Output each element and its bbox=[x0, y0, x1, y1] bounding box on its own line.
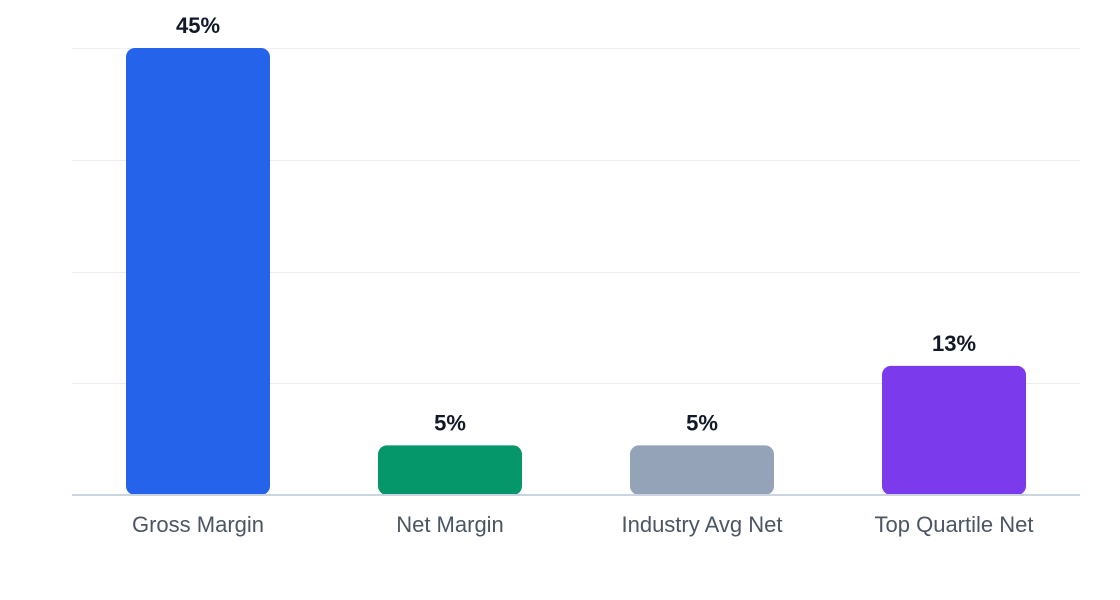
value-labels: 45% 5% 5% 13% bbox=[176, 13, 976, 435]
value-label-net-margin: 5% bbox=[434, 410, 466, 435]
bar-gross-margin bbox=[126, 48, 270, 495]
category-label-net-margin: Net Margin bbox=[396, 512, 504, 537]
value-label-top-quartile-net: 13% bbox=[932, 331, 976, 356]
category-labels: Gross Margin Net Margin Industry Avg Net To… bbox=[132, 512, 1034, 537]
value-label-industry-avg-net: 5% bbox=[686, 410, 718, 435]
bar-net-margin bbox=[378, 445, 522, 495]
bar-industry-avg-net bbox=[630, 445, 774, 495]
category-label-top-quartile-net: Top Quartile Net bbox=[875, 512, 1034, 537]
bar-top-quartile-net bbox=[882, 365, 1026, 495]
category-label-industry-avg-net: Industry Avg Net bbox=[621, 512, 782, 537]
bars bbox=[126, 48, 1026, 495]
category-label-gross-margin: Gross Margin bbox=[132, 512, 264, 537]
value-label-gross-margin: 45% bbox=[176, 13, 220, 38]
